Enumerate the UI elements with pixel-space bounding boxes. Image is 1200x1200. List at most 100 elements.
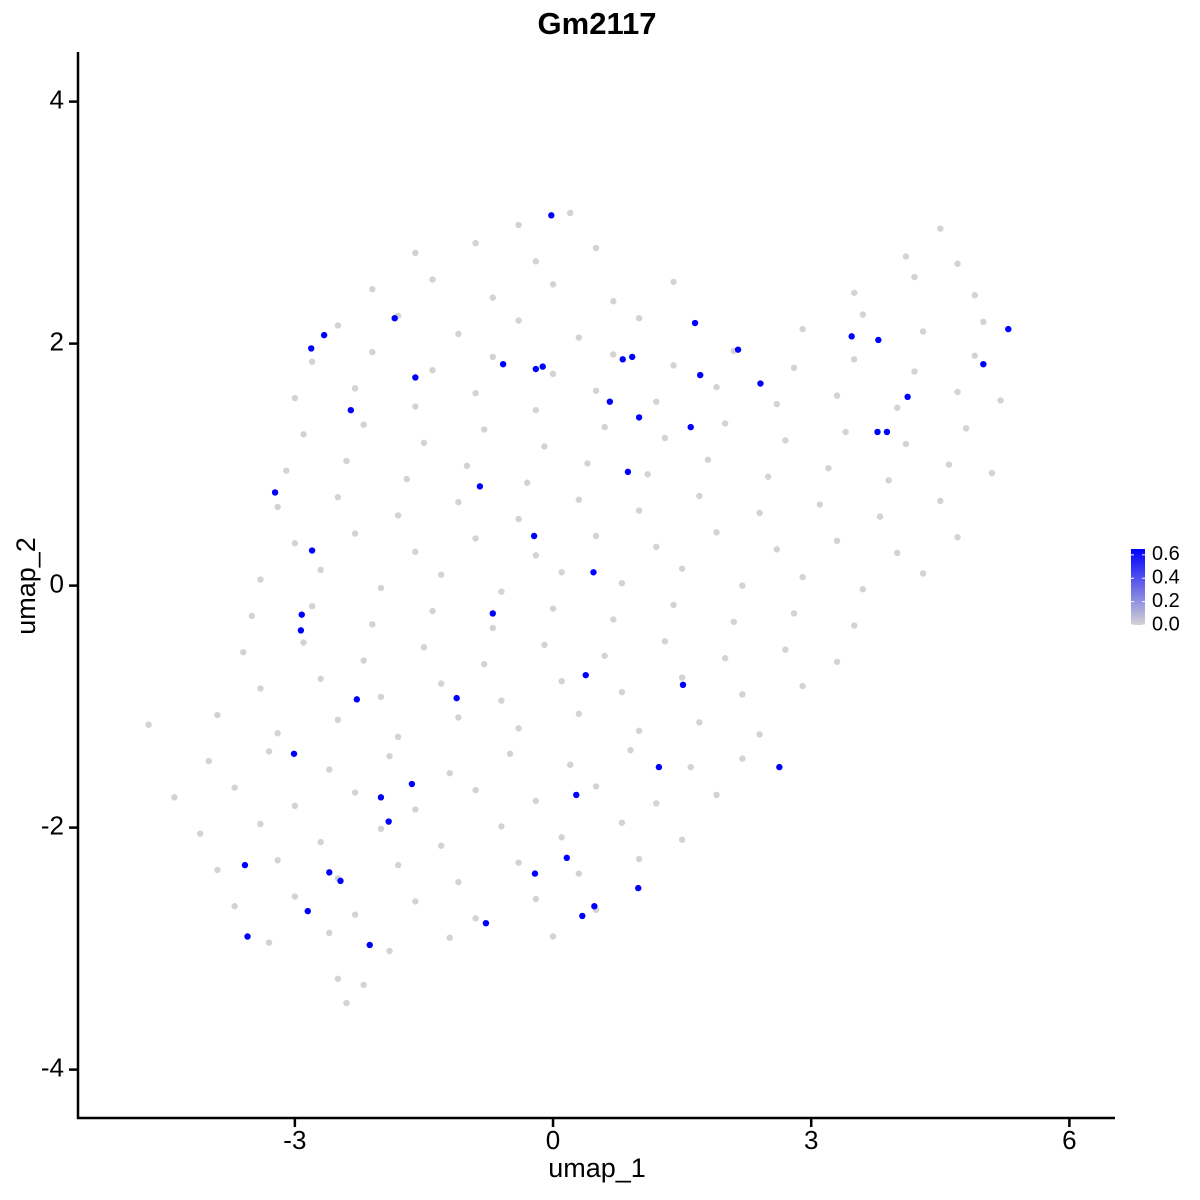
cell-point bbox=[558, 834, 565, 841]
cell-point bbox=[885, 477, 892, 484]
cell-point bbox=[506, 750, 514, 757]
cell-point bbox=[911, 273, 918, 281]
cell-point bbox=[420, 644, 428, 651]
cell-point bbox=[334, 716, 342, 724]
cell-point bbox=[489, 624, 496, 632]
cell-point bbox=[790, 364, 798, 372]
cell-point bbox=[997, 397, 1004, 404]
cell-point bbox=[257, 576, 264, 583]
cell-point bbox=[274, 503, 281, 511]
cell-point bbox=[859, 586, 867, 593]
cell-point bbox=[575, 710, 583, 718]
cell-point bbox=[704, 456, 712, 463]
cell-point bbox=[592, 532, 600, 540]
cell-point bbox=[670, 278, 677, 286]
cell-point bbox=[579, 912, 586, 920]
cell-point bbox=[408, 780, 416, 788]
cell-point bbox=[592, 244, 600, 252]
cell-point bbox=[429, 367, 436, 374]
y-tick-label: 4 bbox=[50, 84, 64, 114]
cell-point bbox=[429, 607, 436, 615]
cell-point bbox=[369, 348, 376, 356]
y-tick-label: -2 bbox=[41, 810, 64, 840]
cell-point bbox=[377, 794, 385, 801]
cell-point bbox=[954, 260, 961, 267]
cell-point bbox=[214, 711, 221, 719]
cell-point bbox=[391, 314, 398, 322]
cell-point bbox=[446, 769, 453, 777]
cell-point bbox=[764, 473, 772, 480]
cell-point bbox=[911, 368, 918, 375]
x-tick-label: 0 bbox=[546, 1125, 560, 1155]
cell-point bbox=[539, 363, 546, 370]
cell-point bbox=[455, 498, 462, 506]
cell-point bbox=[360, 421, 367, 428]
cell-point bbox=[954, 388, 961, 396]
cell-point bbox=[274, 730, 281, 737]
cell-point bbox=[394, 512, 402, 519]
cell-point bbox=[351, 789, 359, 796]
cell-point bbox=[300, 639, 307, 646]
cell-point bbox=[429, 276, 436, 283]
cell-point bbox=[592, 387, 600, 394]
cell-point bbox=[739, 755, 746, 762]
cell-point bbox=[661, 434, 669, 442]
cell-point bbox=[894, 404, 901, 411]
cell-point bbox=[874, 428, 881, 436]
cell-point bbox=[563, 854, 571, 862]
cell-point bbox=[601, 423, 608, 431]
cell-point bbox=[377, 825, 385, 833]
cell-point bbox=[730, 618, 737, 626]
cell-point bbox=[635, 507, 643, 514]
cell-point bbox=[265, 748, 273, 755]
cell-point bbox=[257, 820, 264, 828]
colorbar-label: 0.4 bbox=[1152, 567, 1180, 589]
cell-point bbox=[308, 602, 316, 610]
cell-point bbox=[635, 314, 643, 322]
cell-point bbox=[635, 884, 642, 892]
y-tick-label: -4 bbox=[41, 1052, 64, 1082]
cell-point bbox=[757, 380, 764, 387]
cell-point bbox=[575, 870, 583, 877]
cell-point bbox=[337, 877, 344, 885]
cell-point bbox=[618, 688, 626, 696]
cell-point bbox=[816, 501, 824, 508]
cell-point bbox=[241, 861, 249, 869]
cell-point bbox=[343, 457, 350, 465]
cell-point bbox=[420, 439, 428, 447]
cell-point bbox=[298, 611, 305, 618]
colorbar-label: 0.6 bbox=[1152, 543, 1180, 565]
cell-point bbox=[790, 610, 798, 617]
cell-point bbox=[291, 540, 299, 547]
cell-point bbox=[875, 336, 882, 344]
colorbar bbox=[1131, 549, 1145, 625]
cell-point bbox=[980, 360, 987, 368]
cell-point bbox=[240, 648, 247, 656]
cell-point bbox=[558, 569, 565, 576]
cell-point bbox=[919, 570, 927, 577]
cell-point bbox=[480, 426, 488, 433]
cell-point bbox=[799, 573, 806, 581]
cell-point bbox=[756, 509, 763, 517]
cell-point bbox=[782, 437, 789, 444]
cell-point bbox=[369, 621, 376, 628]
cell-point bbox=[271, 489, 279, 496]
cell-point bbox=[412, 403, 419, 410]
cell-point bbox=[472, 390, 479, 397]
cell-point bbox=[197, 830, 204, 837]
cell-point bbox=[472, 239, 479, 247]
cell-point bbox=[317, 675, 324, 682]
cell-point bbox=[231, 903, 238, 910]
cell-point bbox=[601, 652, 608, 659]
cell-point bbox=[971, 292, 978, 299]
cell-point bbox=[532, 258, 540, 265]
cell-point bbox=[248, 612, 256, 620]
cell-point bbox=[472, 786, 479, 794]
cell-point bbox=[532, 895, 540, 903]
cell-point bbox=[627, 746, 634, 754]
cell-point bbox=[290, 750, 298, 757]
cell-point bbox=[904, 393, 911, 401]
cell-point bbox=[385, 818, 392, 825]
cell-point bbox=[403, 475, 410, 483]
x-tick-label: 3 bbox=[804, 1125, 818, 1155]
